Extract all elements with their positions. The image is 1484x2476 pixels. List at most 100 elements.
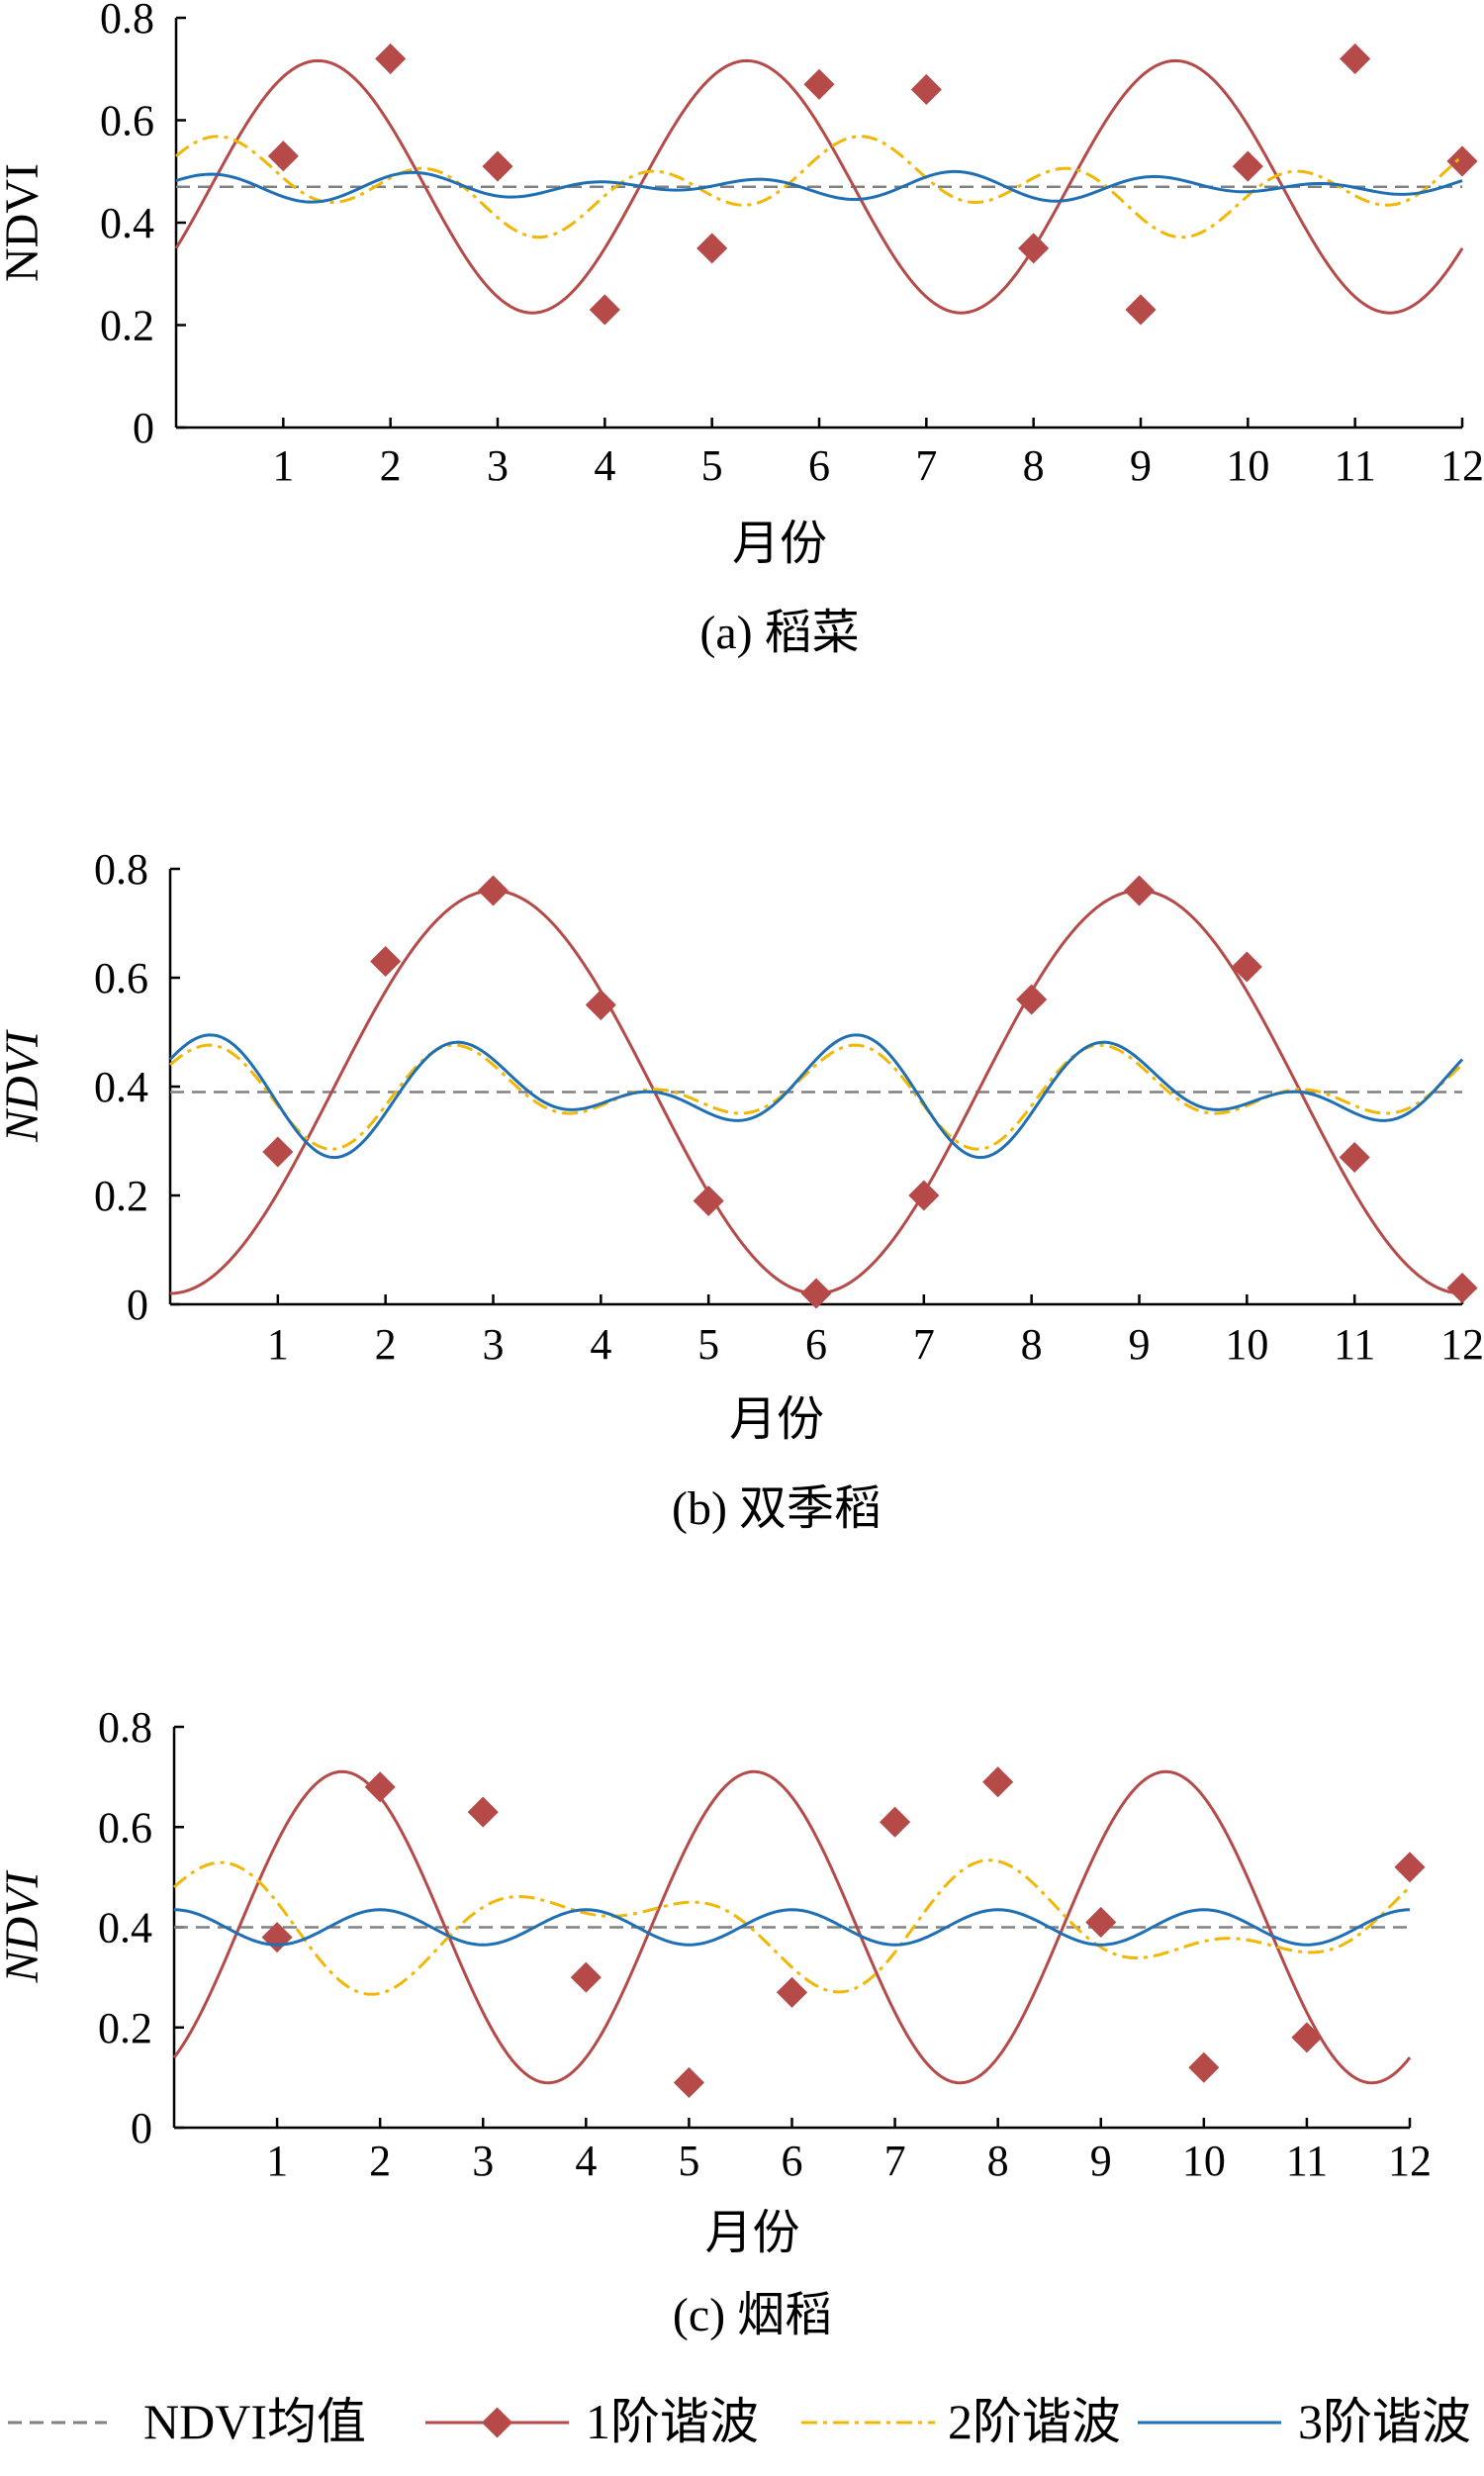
data-point-marker (1394, 1852, 1426, 1883)
data-point-marker (467, 1796, 499, 1828)
panel-caption: (c) 烟稻 (673, 2289, 832, 2341)
x-tick-label: 1 (272, 441, 294, 490)
data-point-marker (262, 1136, 294, 1168)
x-tick-label: 4 (590, 1320, 611, 1369)
series-line-h3 (173, 1908, 1411, 1947)
x-tick-label: 5 (697, 1320, 719, 1369)
data-point-marker (585, 989, 616, 1021)
x-tick-label: 5 (701, 441, 723, 490)
y-tick-label: 0.8 (94, 845, 148, 894)
y-tick-label: 0.4 (94, 1063, 148, 1111)
y-tick-label: 0.8 (98, 1703, 152, 1752)
y-tick-label: 0.6 (98, 1803, 152, 1852)
data-point-marker (1291, 2022, 1323, 2053)
x-tick-label: 1 (266, 2137, 288, 2185)
data-point-marker (1339, 1141, 1370, 1174)
y-tick-label: 0.4 (100, 199, 154, 247)
x-tick-label: 9 (1130, 441, 1152, 490)
x-tick-label: 4 (594, 441, 615, 490)
data-point-marker (477, 875, 510, 906)
x-tick-label: 4 (575, 2137, 597, 2185)
data-point-marker (696, 233, 728, 264)
legend-item-h2: 2阶谐波 (801, 2394, 1121, 2449)
x-tick-label: 10 (1182, 2137, 1226, 2185)
x-tick-label: 12 (1440, 441, 1484, 490)
x-tick-label: 2 (375, 1320, 397, 1369)
y-axis-label: NDVI (0, 163, 48, 282)
x-tick-label: 9 (1090, 2137, 1112, 2185)
data-point-marker (673, 2066, 704, 2098)
data-point-marker (1446, 1272, 1478, 1304)
series-line-h1 (174, 58, 1464, 315)
data-point-marker (1125, 294, 1157, 326)
data-point-marker (1123, 875, 1156, 906)
x-tick-label: 6 (805, 1320, 827, 1369)
series-line-h3 (168, 1033, 1464, 1160)
y-tick-label: 0 (131, 2104, 152, 2152)
legend-label-h3: 3阶谐波 (1298, 2394, 1471, 2449)
x-tick-label: 10 (1225, 1320, 1268, 1369)
data-point-marker (880, 1806, 911, 1838)
data-point-marker (776, 1976, 808, 2008)
data-point-marker (267, 141, 299, 172)
data-point-marker (364, 1771, 396, 1803)
data-point-marker (908, 1180, 940, 1211)
panel-caption: (b) 双季稻 (672, 1482, 881, 1535)
data-point-marker (370, 945, 402, 978)
x-axis-label: 月份 (704, 2207, 799, 2259)
data-point-marker (1188, 2051, 1220, 2083)
legend-item-h3: 3阶谐波 (1138, 2394, 1471, 2449)
x-tick-label: 2 (369, 2137, 391, 2185)
legend-item-h1: 1阶谐波 (425, 2394, 759, 2449)
y-tick-label: 0.6 (100, 97, 154, 145)
y-axis-label: NDVI (0, 1029, 48, 1143)
data-point-marker (482, 150, 513, 182)
data-point-marker (1232, 150, 1263, 182)
data-point-marker (589, 294, 620, 326)
x-tick-label: 7 (913, 1320, 935, 1369)
x-tick-label: 7 (884, 2137, 906, 2185)
data-point-marker (375, 43, 407, 74)
panel-caption: (a) 稻菜 (699, 607, 859, 659)
data-point-marker (1446, 145, 1478, 177)
y-tick-label: 0 (133, 404, 154, 452)
data-point-marker (1085, 1906, 1117, 1938)
series-line-h3 (175, 169, 1463, 204)
y-tick-label: 0.4 (98, 1904, 152, 1952)
y-tick-label: 0 (127, 1281, 148, 1329)
x-tick-label: 3 (483, 1320, 505, 1369)
x-tick-label: 7 (915, 441, 937, 490)
legend: NDVI均值 1阶谐波 2阶谐波 3阶谐波 (8, 2394, 1471, 2449)
data-point-marker (910, 73, 942, 106)
data-point-marker (1018, 233, 1050, 264)
series-line-h2 (175, 135, 1463, 239)
data-point-marker (1340, 43, 1371, 74)
x-axis-label: 月份 (732, 518, 827, 570)
x-axis-label: 月份 (729, 1393, 824, 1446)
x-tick-label: 9 (1129, 1320, 1151, 1369)
x-tick-label: 3 (487, 441, 509, 490)
series-line-h2 (172, 1858, 1412, 1996)
x-tick-label: 6 (808, 441, 830, 490)
data-point-marker (570, 1961, 602, 1993)
y-tick-label: 0.6 (94, 954, 148, 1002)
series-line-h2 (169, 1043, 1463, 1151)
y-tick-label: 0.2 (94, 1172, 148, 1220)
y-tick-label: 0.2 (100, 302, 154, 350)
x-tick-label: 11 (1334, 441, 1375, 490)
x-tick-label: 12 (1388, 2137, 1432, 2185)
x-tick-label: 11 (1286, 2137, 1328, 2185)
legend-label-h1: 1阶谐波 (586, 2394, 759, 2449)
x-tick-label: 8 (1021, 1320, 1043, 1369)
x-tick-label: 10 (1226, 441, 1269, 490)
y-tick-label: 0.8 (100, 0, 154, 43)
data-point-marker (982, 1766, 1014, 1798)
data-point-marker (803, 68, 835, 100)
x-tick-label: 5 (678, 2137, 699, 2185)
x-tick-label: 6 (782, 2137, 803, 2185)
legend-marker-h1 (481, 2407, 513, 2438)
